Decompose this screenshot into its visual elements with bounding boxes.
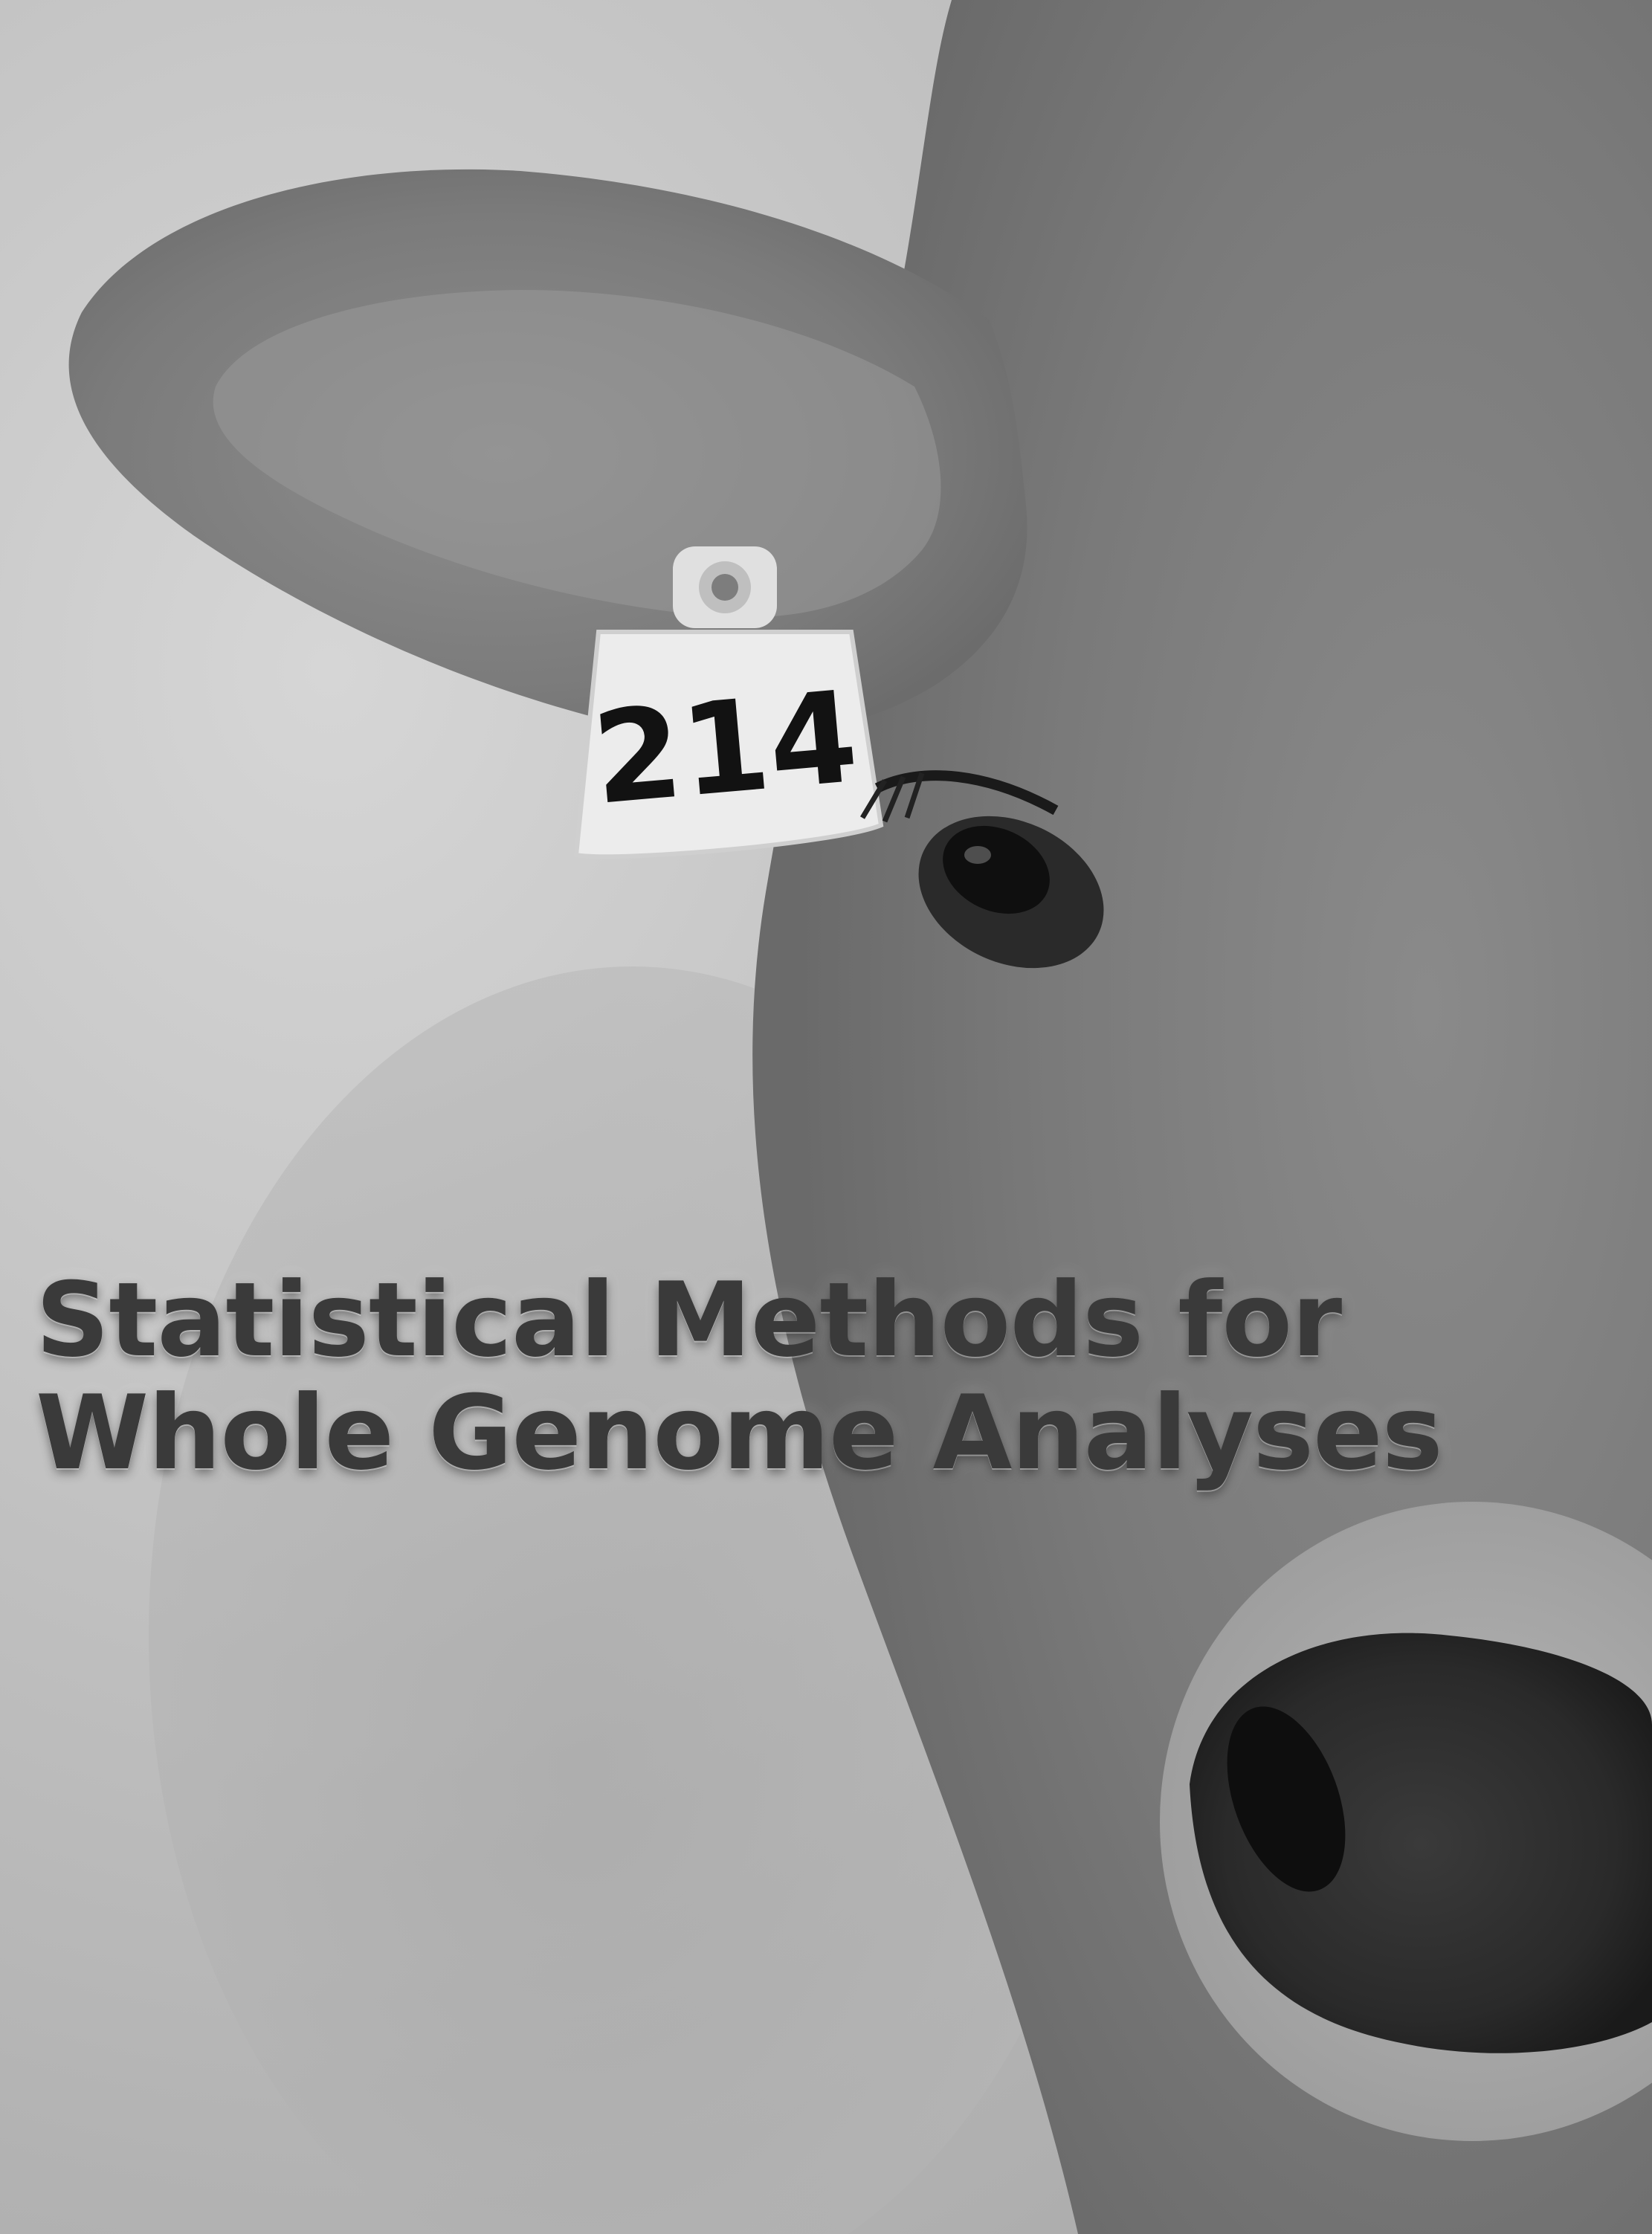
ear-tag: 214 <box>573 546 884 859</box>
nostril <box>1227 1706 1346 1892</box>
cow-eye <box>859 770 1104 969</box>
title-line-1: Statistical Methods for <box>36 1260 1342 1380</box>
title-line-2: Whole Genome Analyses <box>36 1372 1443 1493</box>
ear-tag-number: 214 <box>587 664 863 833</box>
inner-ear <box>213 290 941 618</box>
cover-title: Statistical Methods for Whole Genome Ana… <box>36 1260 1443 1493</box>
